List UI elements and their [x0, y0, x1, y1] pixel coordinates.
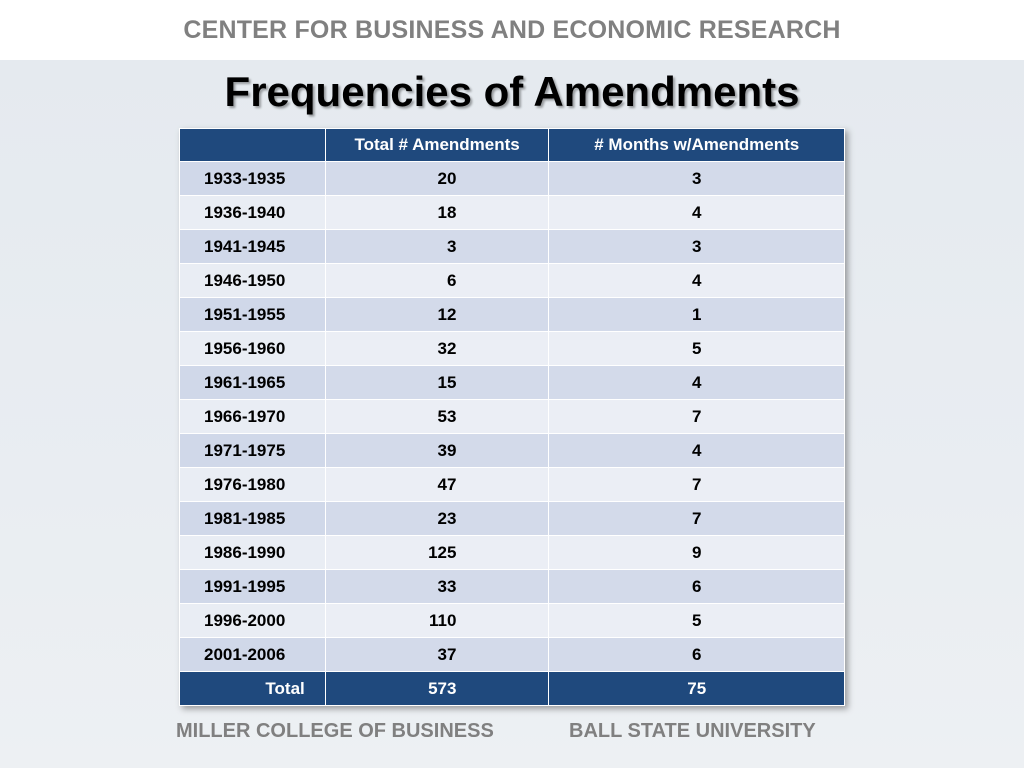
slide-title: Frequencies of Amendments	[224, 68, 800, 115]
table-row: 1933-1935 20 3	[179, 161, 845, 196]
row-period-cell: 1936-1940	[179, 195, 326, 230]
amendments-table-grid: Total # Amendments # Months w/Amendments…	[179, 128, 845, 706]
row-months-cell: 9	[548, 535, 845, 570]
table-row: 1961-1965 15 4	[179, 365, 845, 400]
row-total-amendments-cell: 6	[324, 263, 550, 298]
row-period-cell: 1976-1980	[179, 467, 326, 502]
row-total-amendments-cell: 18	[324, 195, 550, 230]
row-period-cell: 1961-1965	[179, 365, 326, 400]
row-months-cell: 4	[548, 195, 845, 230]
table-row: 1986-1990 125 9	[179, 535, 845, 570]
row-total-amendments-cell: 3	[324, 229, 550, 264]
column-header-period	[179, 128, 326, 162]
row-total-amendments-cell: 53	[324, 399, 550, 434]
row-total-amendments-cell: 12	[324, 297, 550, 332]
footer: MILLER COLLEGE OF BUSINESS BALL STATE UN…	[0, 720, 1024, 748]
row-total-amendments-cell: 37	[324, 637, 550, 672]
row-months-cell: 3	[548, 229, 845, 264]
row-total-amendments-cell: 125	[324, 535, 550, 570]
table-row: 1951-1955 12 1	[179, 297, 845, 332]
footer-university: BALL STATE UNIVERSITY	[569, 720, 816, 742]
column-header-total-amendments: Total # Amendments	[324, 128, 550, 162]
row-months-cell: 4	[548, 263, 845, 298]
row-months-cell: 6	[548, 569, 845, 604]
row-period-cell: 1996-2000	[179, 603, 326, 638]
table-total-row: Total 573 75	[179, 671, 845, 706]
row-period-cell: 1956-1960	[179, 331, 326, 366]
row-total-amendments-cell: 23	[324, 501, 550, 536]
row-months-cell: 7	[548, 467, 845, 502]
total-row-amendments: 573	[324, 671, 550, 706]
row-total-amendments-cell: 39	[324, 433, 550, 468]
row-months-cell: 6	[548, 637, 845, 672]
row-period-cell: 1971-1975	[179, 433, 326, 468]
row-total-amendments-cell: 47	[324, 467, 550, 502]
row-period-cell: 1933-1935	[179, 161, 326, 196]
row-months-cell: 5	[548, 331, 845, 366]
row-months-cell: 3	[548, 161, 845, 196]
row-months-cell: 4	[548, 433, 845, 468]
row-total-amendments-cell: 33	[324, 569, 550, 604]
row-months-cell: 7	[548, 399, 845, 434]
row-total-amendments-cell: 32	[324, 331, 550, 366]
row-period-cell: 1986-1990	[179, 535, 326, 570]
table-row: 1941-1945 3 3	[179, 229, 845, 264]
row-total-amendments-cell: 20	[324, 161, 550, 196]
table-row: 1966-1970 53 7	[179, 399, 845, 434]
amendments-table: Total # Amendments # Months w/Amendments…	[179, 128, 845, 706]
table-row: 1991-1995 33 6	[179, 569, 845, 604]
row-months-cell: 5	[548, 603, 845, 638]
row-period-cell: 1981-1985	[179, 501, 326, 536]
total-row-label: Total	[179, 671, 326, 706]
table-body: 1933-1935 20 3 1936-1940 18 4 1941-1945 3 3 1946-…	[179, 161, 845, 672]
table-row: 1956-1960 32 5	[179, 331, 845, 366]
column-header-months-with-amendments: # Months w/Amendments	[548, 128, 845, 162]
org-title: CENTER FOR BUSINESS AND ECONOMIC RESEARC…	[183, 15, 841, 44]
row-months-cell: 4	[548, 365, 845, 400]
row-total-amendments-cell: 15	[324, 365, 550, 400]
row-months-cell: 7	[548, 501, 845, 536]
table-header-row: Total # Amendments # Months w/Amendments	[179, 128, 845, 162]
row-period-cell: 1941-1945	[179, 229, 326, 264]
table-row: 1936-1940 18 4	[179, 195, 845, 230]
table-row: 1981-1985 23 7	[179, 501, 845, 536]
total-row-months: 75	[548, 671, 845, 706]
row-period-cell: 2001-2006	[179, 637, 326, 672]
table-row: 2001-2006 37 6	[179, 637, 845, 672]
row-period-cell: 1991-1995	[179, 569, 326, 604]
table-row: 1946-1950 6 4	[179, 263, 845, 298]
table-row: 1971-1975 39 4	[179, 433, 845, 468]
row-total-amendments-cell: 110	[324, 603, 550, 638]
row-months-cell: 1	[548, 297, 845, 332]
row-period-cell: 1951-1955	[179, 297, 326, 332]
table-row: 1996-2000 110 5	[179, 603, 845, 638]
table-row: 1976-1980 47 7	[179, 467, 845, 502]
row-period-cell: 1966-1970	[179, 399, 326, 434]
footer-college: MILLER COLLEGE OF BUSINESS	[176, 720, 494, 742]
row-period-cell: 1946-1950	[179, 263, 326, 298]
header-band: CENTER FOR BUSINESS AND ECONOMIC RESEARC…	[0, 0, 1024, 60]
